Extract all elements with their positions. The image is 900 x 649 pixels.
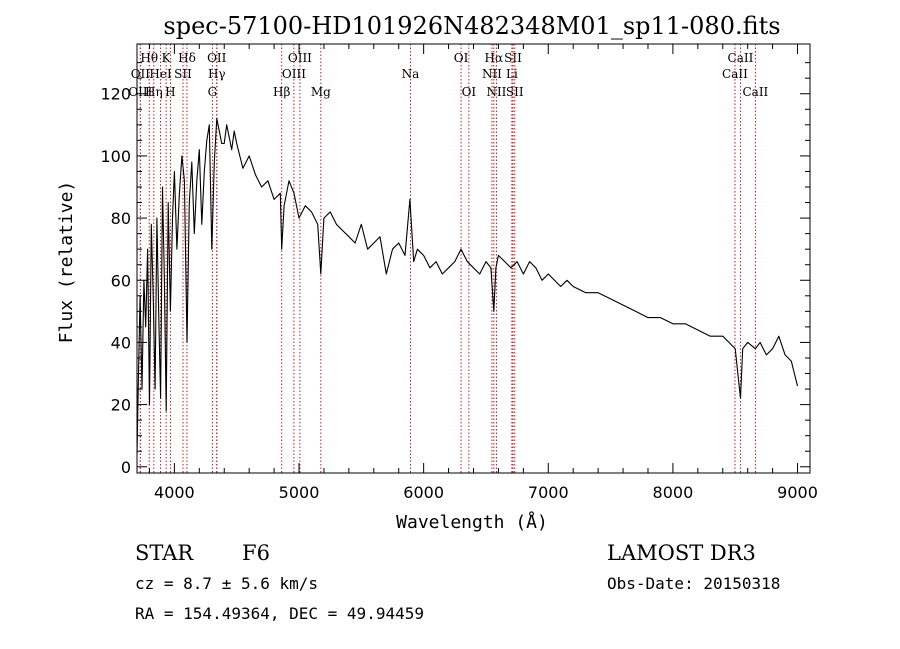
line-marker-label: OI	[454, 51, 469, 65]
line-marker-label: OIII	[288, 51, 312, 65]
line-marker-label: SII	[506, 85, 524, 99]
x-axis-label: Wavelength (Å)	[396, 511, 548, 533]
line-marker-label: OI	[462, 85, 477, 99]
x-tick-label: 8000	[653, 483, 694, 502]
line-marker-label: Li	[506, 67, 518, 81]
line-marker-label: SII	[504, 51, 522, 65]
x-tick-label: 6000	[403, 483, 444, 502]
line-marker-label: Mg	[311, 85, 331, 99]
line-marker-label: CaII	[722, 67, 748, 81]
line-marker-label: HeI	[149, 67, 172, 81]
x-tick-label: 7000	[528, 483, 569, 502]
object-class: STAR	[135, 541, 194, 565]
line-marker-label: Hη	[145, 85, 163, 99]
survey-name: LAMOST DR3	[607, 541, 756, 565]
line-marker-label: OIII	[128, 85, 152, 99]
line-marker-label: G	[208, 85, 218, 99]
line-marker-label: Hθ	[140, 51, 158, 65]
line-marker-label: CaII	[742, 85, 768, 99]
plot-frame	[136, 43, 811, 474]
y-tick-label: 80	[111, 209, 131, 228]
line-marker-label: NII	[482, 67, 502, 81]
line-marker-label: OII	[131, 67, 151, 81]
x-tick-label: 4000	[154, 483, 195, 502]
coordinates: RA = 154.49364, DEC = 49.94459	[135, 604, 424, 623]
y-tick-label: 120	[100, 85, 131, 104]
line-marker-label: OIII	[282, 67, 306, 81]
y-tick-label: 60	[111, 271, 131, 290]
spectrum-line	[136, 118, 799, 455]
y-tick-label: 20	[111, 396, 131, 415]
line-marker-label: H	[165, 85, 175, 99]
y-tick-label: 100	[100, 147, 131, 166]
line-marker-label: Hγ	[208, 67, 226, 81]
y-axis-label: Flux (relative)	[56, 181, 77, 344]
line-marker-label: Hδ	[178, 51, 196, 65]
line-marker-label: SII	[174, 67, 192, 81]
y-tick-label: 0	[121, 458, 131, 477]
spectral-subclass: F6	[242, 541, 270, 565]
observation-date: Obs-Date: 20150318	[607, 574, 780, 593]
x-tick-label: 5000	[279, 483, 320, 502]
line-marker-label: K	[162, 51, 172, 65]
chart-title: spec-57100-HD101926N482348M01_sp11-080.f…	[163, 12, 780, 40]
line-marker-label: NII	[486, 85, 506, 99]
line-marker-label: Hα	[485, 51, 504, 65]
line-marker-label: Na	[402, 67, 420, 81]
y-tick-label: 40	[111, 333, 131, 352]
line-marker-label: CaII	[728, 51, 754, 65]
x-tick-label: 9000	[777, 483, 818, 502]
redshift-value: cz = 8.7 ± 5.6 km/s	[135, 574, 318, 593]
line-marker-label: Hβ	[273, 85, 290, 99]
